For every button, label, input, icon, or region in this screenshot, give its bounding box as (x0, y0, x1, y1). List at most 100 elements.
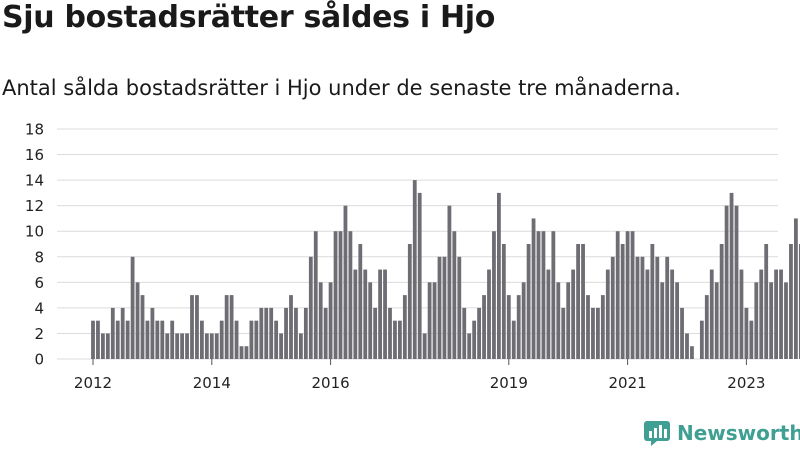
bar (556, 282, 561, 359)
bar (798, 244, 800, 359)
brand-name: Newsworthy (677, 421, 800, 445)
y-tick-label: 4 (34, 299, 44, 317)
bar (759, 269, 764, 359)
bar (630, 231, 635, 359)
gridlines (57, 128, 778, 360)
bar (101, 333, 105, 359)
bar (279, 333, 283, 359)
bar (190, 295, 194, 359)
x-tick-label: 2012 (74, 374, 112, 392)
bar (729, 192, 734, 359)
bar (175, 333, 180, 359)
bar (229, 295, 234, 359)
bar (482, 295, 486, 359)
bar (714, 282, 719, 359)
bar (645, 269, 650, 359)
bar (749, 320, 754, 359)
bar (274, 320, 279, 359)
bar (467, 333, 472, 359)
bar (244, 346, 249, 359)
bar (660, 282, 665, 359)
bar (462, 307, 467, 359)
bar (739, 269, 744, 359)
bar (299, 333, 303, 359)
bar (328, 282, 333, 359)
bars (91, 180, 800, 359)
bar (91, 320, 95, 359)
bar (378, 269, 382, 359)
bar (511, 320, 516, 359)
bar (96, 320, 100, 359)
bar (239, 346, 244, 359)
bar (531, 218, 536, 359)
bar (437, 256, 442, 359)
bar (620, 244, 625, 359)
bar (447, 205, 452, 359)
bar (412, 180, 417, 359)
bar (313, 231, 318, 359)
bar (204, 333, 209, 359)
bar (546, 269, 551, 359)
bar (596, 307, 600, 359)
newsworthy-logo-icon (644, 421, 670, 446)
bar (591, 307, 595, 359)
bar (165, 333, 170, 359)
bar (709, 269, 714, 359)
bar (353, 269, 358, 359)
bar (704, 295, 709, 359)
bar (536, 231, 541, 359)
bar (303, 307, 308, 359)
bar (685, 333, 689, 359)
bar (506, 295, 511, 359)
bar (259, 307, 264, 359)
bar (323, 307, 328, 359)
bar (140, 295, 145, 359)
bar (398, 320, 402, 359)
bar (224, 295, 229, 359)
bar (789, 244, 793, 359)
y-tick-label: 14 (25, 172, 44, 190)
bar (675, 282, 679, 359)
bar (754, 282, 759, 359)
bar (501, 244, 506, 359)
newsworthy-logo[interactable]: Newsworthy (644, 419, 800, 447)
bar (214, 333, 219, 359)
bar (625, 231, 630, 359)
bar (635, 256, 640, 359)
bar (120, 307, 125, 359)
bar (358, 244, 363, 359)
bar (249, 320, 254, 359)
bar-chart: 0 2 4 6 8 10 12 14 16 18 2012 2014 2016 2019 2021 2023… (25, 121, 800, 392)
bar (690, 346, 694, 359)
bar (794, 218, 798, 359)
bar (655, 256, 660, 359)
x-tick-label: 2016 (312, 374, 350, 392)
y-tick-label: 16 (25, 146, 44, 164)
bar (363, 269, 368, 359)
bar (155, 320, 160, 359)
bar (779, 269, 783, 359)
bar (373, 307, 378, 359)
bar (110, 307, 115, 359)
bar (600, 295, 605, 359)
bar (492, 231, 496, 359)
bar (452, 231, 457, 359)
y-tick-label: 10 (25, 223, 44, 241)
bar (135, 282, 140, 359)
bar (774, 269, 778, 359)
bar (566, 282, 571, 359)
bar (432, 282, 437, 359)
bar (724, 205, 729, 359)
bar (487, 269, 491, 359)
bar (784, 282, 788, 359)
bar (393, 320, 397, 359)
bar (769, 282, 774, 359)
x-tick-label: 2014 (193, 374, 231, 392)
bar (586, 295, 590, 359)
bar (115, 320, 120, 359)
bar (294, 307, 298, 359)
bar (105, 333, 110, 359)
bar (457, 256, 462, 359)
bar (150, 307, 155, 359)
bar (605, 269, 610, 359)
